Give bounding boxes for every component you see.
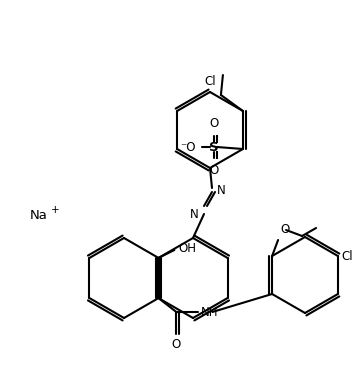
Text: Cl: Cl [341, 250, 352, 263]
Text: NH: NH [201, 305, 219, 318]
Text: O: O [209, 117, 218, 130]
Text: O: O [172, 338, 181, 351]
Text: +: + [51, 205, 60, 215]
Text: O: O [280, 223, 289, 236]
Text: S: S [209, 141, 219, 154]
Text: O: O [209, 164, 218, 177]
Text: N: N [217, 184, 226, 197]
Text: ⁻O: ⁻O [181, 141, 196, 154]
Text: Cl: Cl [204, 75, 216, 88]
Text: Na: Na [30, 209, 48, 221]
Text: OH: OH [178, 242, 196, 255]
Text: N: N [190, 207, 199, 220]
